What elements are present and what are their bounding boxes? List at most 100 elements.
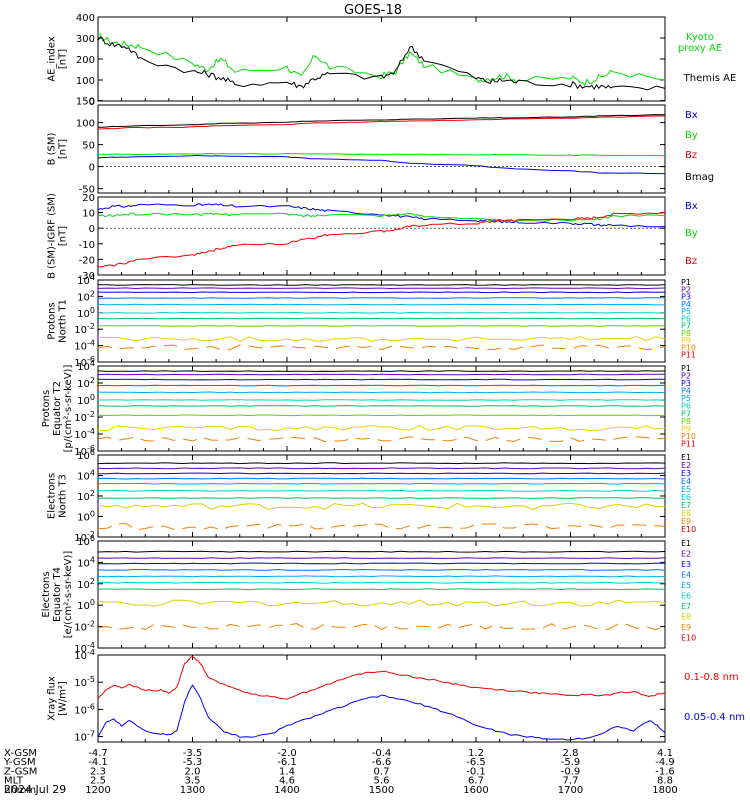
- plot-title: GOES-18: [344, 3, 402, 18]
- y-tick-label: 10-4: [74, 641, 95, 655]
- y-tick-label: 100: [77, 306, 95, 320]
- channel-line-p8: [97, 325, 666, 327]
- channel-label-e10: E10: [681, 634, 696, 643]
- ephemeris-row-label: hhmm: [4, 785, 36, 796]
- series-line-by: [97, 152, 666, 157]
- ephemeris-value: -4.1: [88, 757, 108, 768]
- channel-label-p5: P5: [681, 394, 691, 403]
- ephemeris-table: X-GSM -4.7 -3.5 -2.0 -0.4 1.2 2.8 4.1 Y-GSM -4.1 -…: [3, 748, 678, 796]
- y-tick-label: 102: [77, 376, 95, 390]
- panel-4: 104 102 100 10-2 10-4 10-6 Protons North T1 P1P2…: [47, 273, 697, 369]
- y-tick-label: -50: [79, 185, 95, 196]
- ephemeris-value: -4.9: [655, 757, 675, 768]
- channel-label-p8: P8: [681, 417, 691, 426]
- y-tick-label: 10-7: [74, 730, 95, 744]
- channel-label-p7: P7: [681, 409, 691, 418]
- legend-bz: Bz: [685, 150, 697, 161]
- channel-label-p4: P4: [681, 300, 691, 309]
- ephemeris-value: 1300: [180, 785, 205, 796]
- y-tick-label: 10-5: [74, 675, 95, 689]
- y-tick-label: 100: [76, 119, 95, 130]
- ephemeris-value: 1500: [369, 785, 394, 796]
- panel-2: 150 100 50 0 -50 B (SM) [nT] Bx By Bz Bmag: [47, 97, 715, 196]
- channel-label-e4: E4: [681, 571, 691, 580]
- panel-frame: [97, 540, 666, 649]
- channel-line-p9: [97, 424, 666, 432]
- channel-label-e8: E8: [681, 509, 691, 518]
- y-axis-label: [nT]: [58, 49, 69, 69]
- channel-line-p2: [97, 287, 666, 290]
- y-tick-label: 102: [77, 489, 95, 503]
- channel-label-p9: P9: [681, 336, 691, 345]
- channel-line-p6: [98, 399, 666, 401]
- y-axis-label: Protons: [41, 390, 52, 427]
- legend-bx: Bx: [685, 201, 698, 212]
- ephemeris-value: 3.5: [185, 776, 201, 787]
- ephemeris-value: 0.7: [374, 766, 390, 777]
- ephemeris-value: 2.5: [90, 776, 106, 787]
- date-label: 2024 Jul 29: [4, 783, 66, 796]
- ephemeris-value: 7.7: [563, 776, 579, 787]
- y-axis-label: Electrons: [41, 571, 52, 617]
- y-tick-label: 10-2: [74, 410, 95, 424]
- channel-label-e8: E8: [681, 613, 691, 622]
- y-tick-label: -30: [79, 271, 95, 282]
- y-axis-label: [nT]: [58, 226, 69, 246]
- channel-label-e5: E5: [681, 581, 691, 590]
- ephemeris-value: 1.4: [279, 766, 295, 777]
- channel-label-e1: E1: [681, 539, 691, 548]
- channel-line-p6: [97, 311, 666, 314]
- ephemeris-value: 1600: [463, 785, 488, 796]
- channel-line-p1: [97, 370, 666, 372]
- y-tick-label: 10-4: [74, 427, 95, 441]
- channel-line-p7: [97, 317, 666, 320]
- legend-kyoto-line2: proxy AE: [678, 43, 722, 54]
- ephemeris-value: -3.5: [183, 748, 203, 759]
- channel-line-p3: [97, 291, 666, 294]
- channel-line-e6: [97, 581, 665, 584]
- legend-by: By: [685, 130, 698, 141]
- legend-bz: Bz: [685, 256, 697, 267]
- legend-by: By: [685, 228, 698, 239]
- ephemeris-value: -0.4: [372, 748, 392, 759]
- ephemeris-value: -6.1: [277, 757, 297, 768]
- y-tick-label: 0: [89, 163, 95, 174]
- channel-line-e7: [97, 588, 666, 591]
- y-tick-label: 10-4: [74, 648, 95, 662]
- channel-label-p9: P9: [681, 424, 691, 433]
- y-tick-label: 10-6: [74, 444, 95, 458]
- channel-label-e6: E6: [681, 493, 691, 502]
- y-axis-label: [nT]: [58, 139, 69, 159]
- channel-label-e2: E2: [681, 461, 691, 470]
- legend-xray-long: 0.1-0.8 nm: [684, 672, 739, 683]
- ephemeris-value: -5.9: [561, 757, 581, 768]
- series-line-themis-ae: [97, 36, 666, 91]
- ephemeris-value: 8.8: [657, 776, 673, 787]
- channel-label-p1: P1: [681, 278, 691, 287]
- ephemeris-row-label: MLT: [4, 776, 24, 787]
- series-line-bz: [97, 212, 666, 268]
- channel-label-e4: E4: [681, 477, 691, 486]
- panel-frame: [97, 365, 666, 452]
- ephemeris-value: -6.5: [466, 757, 486, 768]
- ephemeris-value: 2.0: [185, 766, 201, 777]
- series-line-bx: [97, 154, 665, 175]
- channel-label-p6: P6: [681, 314, 691, 323]
- channel-line-p8: [97, 414, 666, 417]
- y-axis-label: [e/(cm²-s-sr-keV)]: [63, 551, 74, 639]
- channel-label-p10: P10: [681, 432, 696, 441]
- ephemeris-value: 1200: [85, 785, 110, 796]
- channel-label-e3: E3: [681, 469, 691, 478]
- ephemeris-value: 2.3: [90, 766, 106, 777]
- channel-line-e9: [97, 622, 666, 631]
- y-tick-label: 10: [82, 209, 95, 220]
- channel-label-e1: E1: [681, 453, 691, 462]
- ephemeris-value: 1400: [274, 785, 299, 796]
- channel-line-p2: [97, 373, 665, 376]
- channel-label-p5: P5: [681, 307, 691, 316]
- channel-line-e3: [98, 472, 666, 475]
- ephemeris-value: 2.8: [563, 748, 579, 759]
